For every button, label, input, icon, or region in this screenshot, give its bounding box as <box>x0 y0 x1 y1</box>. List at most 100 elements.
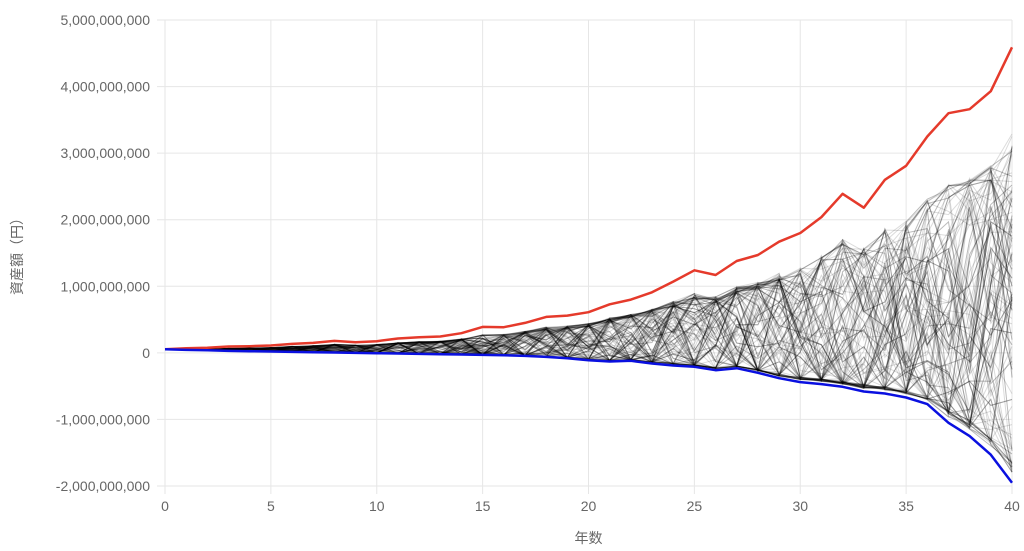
simulation-line <box>164 207 1013 381</box>
simulation-line <box>164 180 1013 415</box>
simulation-line <box>164 230 1013 394</box>
simulation-line <box>164 167 1013 380</box>
simulation-line <box>164 215 1013 394</box>
simulation-line <box>164 176 1013 384</box>
simulation-line <box>164 272 1013 439</box>
x-tick-label: 30 <box>792 498 808 514</box>
y-tick-label: 2,000,000,000 <box>60 212 150 228</box>
simulation-line <box>164 278 1013 427</box>
y-tick-label: 1,000,000,000 <box>60 278 150 294</box>
simulation-line <box>164 225 1013 389</box>
simulation-line <box>164 281 1013 406</box>
y-tick-label: 0 <box>142 345 150 361</box>
x-tick-label: 20 <box>581 498 597 514</box>
simulation-line <box>164 207 1013 381</box>
simulation-line <box>164 282 1013 424</box>
simulation-line <box>164 281 1013 406</box>
simulation-line <box>164 169 1013 392</box>
simulation-line <box>164 148 1013 381</box>
y-axis-title: 資産額（円） <box>10 211 26 295</box>
x-tick-label: 15 <box>475 498 491 514</box>
simulation-line <box>164 167 1013 359</box>
simulation-line <box>164 180 1013 398</box>
simulation-line <box>164 231 1013 380</box>
x-tick-label: 10 <box>369 498 385 514</box>
simulation-line <box>164 281 1013 406</box>
x-tick-label: 0 <box>161 498 169 514</box>
simulation-line <box>164 238 1013 361</box>
simulation-line <box>164 178 1013 371</box>
simulation-line <box>164 274 1013 464</box>
simulation-line <box>164 184 1013 389</box>
simulation-line <box>164 184 1013 417</box>
simulation-line <box>164 251 1013 450</box>
simulation-line <box>164 225 1013 389</box>
simulation-line <box>164 254 1013 469</box>
y-tick-label: 4,000,000,000 <box>60 79 150 95</box>
simulation-line <box>164 184 1013 389</box>
simulation-line <box>164 278 1013 427</box>
simulation-line <box>164 189 1013 366</box>
simulation-line <box>164 225 1013 389</box>
simulation-line <box>164 199 1013 389</box>
simulation-line <box>164 229 1013 473</box>
simulation-line <box>164 256 1013 473</box>
simulation-line <box>164 196 1013 401</box>
simulation-line <box>164 211 1013 409</box>
simulation-line <box>164 146 1013 414</box>
simulation-line <box>164 246 1013 392</box>
simulation-line <box>164 179 1013 400</box>
x-axis-ticks: 0 5 10 15 20 25 30 35 40 <box>161 498 1020 514</box>
y-tick-label: -1,000,000,000 <box>56 411 150 427</box>
simulation-line <box>164 207 1013 396</box>
simulation-line <box>164 215 1013 394</box>
simulation-line <box>164 278 1013 427</box>
simulation-line <box>164 238 1013 361</box>
simulation-line <box>164 246 1013 392</box>
simulation-line <box>164 146 1013 414</box>
simulation-line <box>164 150 1013 375</box>
y-axis-ticks: 5,000,000,000 4,000,000,000 3,000,000,000 2… <box>56 12 150 494</box>
simulation-line <box>164 145 1013 429</box>
simulation-line <box>164 229 1013 473</box>
simulation-line <box>164 169 1013 392</box>
x-tick-label: 40 <box>1004 498 1020 514</box>
simulation-line <box>164 256 1013 473</box>
simulation-line <box>164 256 1013 473</box>
simulation-line <box>164 212 1013 361</box>
x-tick-label: 25 <box>687 498 703 514</box>
simulation-line <box>164 207 1013 396</box>
y-tick-label: 5,000,000,000 <box>60 12 150 28</box>
simulation-line <box>164 282 1013 424</box>
series-lines <box>164 46 1014 484</box>
simulation-line <box>164 146 1013 414</box>
simulation-line <box>164 191 1013 362</box>
simulation-line <box>164 274 1013 464</box>
simulation-line <box>164 277 1013 449</box>
simulation-line <box>164 187 1013 401</box>
x-tick-label: 5 <box>267 498 275 514</box>
simulation-line <box>164 246 1013 392</box>
simulation-line <box>164 150 1013 375</box>
x-tick-label: 35 <box>898 498 914 514</box>
y-tick-label: 3,000,000,000 <box>60 145 150 161</box>
min-series-line <box>164 347 1013 484</box>
max-series-line <box>164 46 1014 351</box>
simulation-line <box>164 258 1013 425</box>
simulation-line <box>164 229 1013 473</box>
simulation-line <box>164 250 1013 398</box>
simulation-line <box>164 268 1013 470</box>
simulation-line <box>164 224 1013 441</box>
simulation-line <box>164 283 1013 472</box>
simulation-line <box>164 136 1013 361</box>
y-tick-label: -2,000,000,000 <box>56 478 150 494</box>
simulation-line <box>164 153 1013 388</box>
x-axis-title: 年数 <box>575 531 603 547</box>
simulation-line <box>164 207 1013 381</box>
simulation-line <box>164 181 1013 377</box>
simulation-line <box>164 184 1013 417</box>
simulation-line <box>164 167 1013 380</box>
simulation-line <box>164 274 1013 464</box>
